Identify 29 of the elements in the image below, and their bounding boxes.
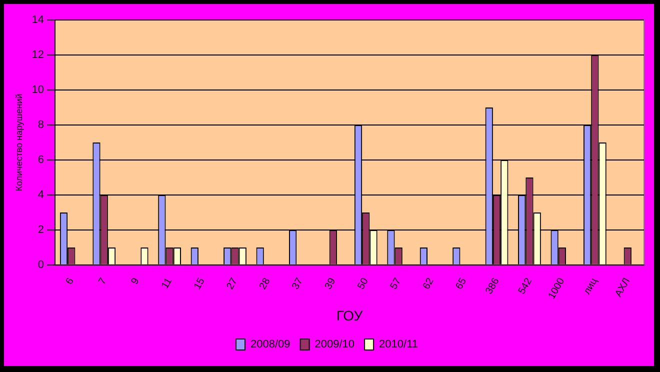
x-tick-label: 28: [258, 276, 273, 292]
y-tick-label: 14: [32, 14, 44, 26]
x-tick-label: 6: [64, 276, 77, 287]
y-tick-label: 4: [38, 188, 44, 201]
x-tick-label: 27: [224, 276, 240, 292]
x-tick-label: 7: [96, 276, 110, 287]
y-tick-label: 6: [38, 154, 44, 166]
x-tick-label: 386: [484, 276, 502, 296]
legend-label: 2009/10: [314, 338, 355, 351]
x-tick-label: 542: [516, 276, 535, 296]
y-tick-label: 10: [32, 84, 44, 96]
x-axis-title: ГОУ: [336, 307, 363, 324]
x-tick-label: 37: [290, 276, 306, 292]
x-tick-label: 57: [388, 276, 404, 292]
y-tick-label: 12: [32, 49, 44, 62]
x-tick-label: 62: [421, 276, 437, 292]
x-tick-label: 39: [323, 276, 338, 292]
x-tick-label: лиц: [582, 276, 600, 297]
x-tick-label: 11: [160, 276, 175, 291]
legend-label: 2008/09: [250, 338, 290, 351]
y-tick-label: 0: [38, 258, 44, 271]
x-tick-label: 9: [130, 276, 142, 287]
legend-label: 2010/11: [379, 338, 418, 351]
x-tick-label: 15: [192, 276, 208, 292]
x-tick-label: 50: [356, 276, 372, 292]
y-axis-title: Количество нарушений: [14, 94, 24, 192]
x-tick-label: 65: [454, 276, 470, 292]
y-tick-label: 8: [38, 119, 44, 132]
y-tick-label: 2: [38, 224, 44, 236]
